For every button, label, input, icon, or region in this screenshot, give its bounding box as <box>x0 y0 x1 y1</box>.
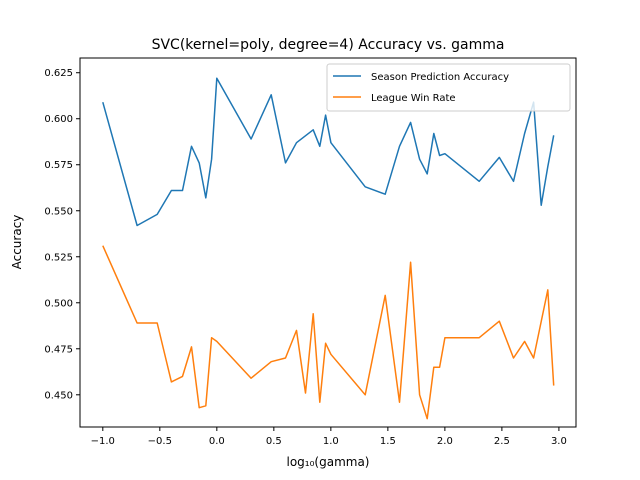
x-tick-label: 1.0 <box>323 436 339 447</box>
legend: Season Prediction Accuracy League Win Rat… <box>326 63 571 112</box>
x-tick-label: −1.0 <box>91 436 115 447</box>
y-axis-title: Accuracy <box>10 215 24 270</box>
y-tick-label: 0.525 <box>44 252 73 263</box>
plot-frame <box>79 57 577 428</box>
legend-label: Season Prediction Accuracy <box>371 72 509 83</box>
y-tick-label: 0.575 <box>44 160 73 171</box>
legend-box <box>326 63 571 112</box>
y-tick-label: 0.500 <box>44 298 73 309</box>
x-axis-title: log₁₀(gamma) <box>287 455 370 469</box>
x-tick-label: 0.5 <box>266 436 282 447</box>
y-axis: 0.450 0.475 0.500 0.525 0.550 0.575 0.600 0.625 <box>44 68 80 401</box>
x-axis: −1.0 −0.5 0.0 0.5 1.0 1.5 2.0 2.5 3.0 <box>91 427 567 447</box>
y-tick-label: 0.475 <box>44 344 73 355</box>
y-tick-label: 0.550 <box>44 206 73 217</box>
x-tick-label: −0.5 <box>148 436 172 447</box>
legend-label: League Win Rate <box>371 93 456 104</box>
plot-area <box>102 77 555 420</box>
x-tick-label: 2.0 <box>437 436 453 447</box>
y-tick-label: 0.600 <box>44 114 73 125</box>
y-tick-label: 0.625 <box>44 68 73 79</box>
x-tick-label: 0.0 <box>209 436 225 447</box>
chart-title: SVC(kernel=poly, degree=4) Accuracy vs. … <box>152 37 505 53</box>
x-tick-label: 3.0 <box>551 436 567 447</box>
y-tick-label: 0.450 <box>44 390 73 401</box>
x-tick-label: 1.5 <box>380 436 396 447</box>
x-tick-label: 2.5 <box>494 436 510 447</box>
series-line-season-prediction-accuracy <box>102 77 555 227</box>
series-line-league-win-rate <box>102 245 555 420</box>
